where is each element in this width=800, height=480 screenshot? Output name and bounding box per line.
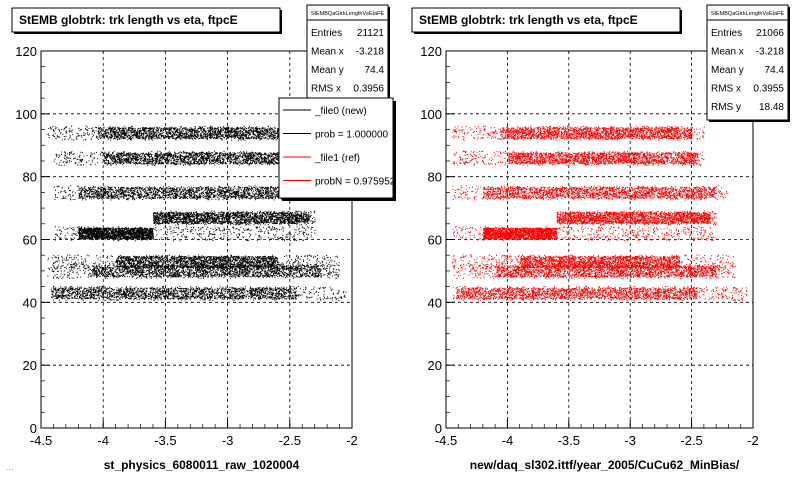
data-points [47,125,347,301]
y-tick-label: 20 [428,358,442,373]
footer-text: ... [6,463,14,472]
legend-label: _file0 (new) [314,106,367,117]
x-tick-label: -3.5 [558,433,580,448]
stats-label: Mean x [711,47,744,58]
y-tick-label: 20 [23,358,37,373]
x-axis-title: new/daq_sl302.ittf/year_2005/CuCu62_MinB… [470,458,740,472]
stats-label: RMS x [311,84,341,95]
x-tick-label: -3.5 [154,433,176,448]
x-tick-label: -2.5 [279,433,301,448]
stats-label: Mean y [311,65,344,76]
y-tick-label: 0 [435,421,442,436]
chart-title: StEMB globtrk: trk length vs eta, ftpcE [19,13,238,27]
stats-name: StEMBQaGtrkLengthVsEtaFE [711,11,785,17]
title-box [11,7,281,33]
title-box [411,7,681,33]
stats-label: RMS x [711,84,741,95]
chart-title: StEMB globtrk: trk length vs eta, ftpcE [419,13,638,27]
x-axis-title: st_physics_6080011_raw_1020004 [104,458,300,472]
pad-right: -4.5 -4 -3.5 -3 -2.5 -2 0 20 40 60 80 100 120 new/daq… [411,4,790,472]
stats-value: 18.48 [759,102,784,113]
y-tick-label: 60 [23,233,37,248]
stats-label: Mean y [711,65,744,76]
x-tick-label: -4 [97,433,109,448]
stats-value: 74.4 [765,65,785,76]
stats-label: Entries [311,28,342,39]
stats-name: StEMBQaGtrkLengthVsEtaFE [311,11,385,17]
pad-left: -4.5 -4 -3.5 -3 -2.5 -2 0 20 40 60 80 100 120 st_phys… [11,4,396,472]
stats-value: -3.218 [756,47,785,58]
stats-label: Mean x [311,47,344,58]
y-tick-label: 60 [428,233,442,248]
y-tick-label: 100 [420,107,442,122]
y-tick-label: 0 [30,421,37,436]
y-tick-label: 120 [420,44,442,59]
stats-value: 21066 [756,28,784,39]
x-tick-label: -2 [346,433,358,448]
stats-box [306,4,389,111]
x-tick-label: -3 [222,433,234,448]
y-tick-label: 80 [23,170,37,185]
stats-label: Entries [711,28,742,39]
y-tick-label: 120 [15,44,37,59]
x-tick-label: -2.5 [680,433,702,448]
legend-label: _file1 (ref) [314,153,360,164]
stats-box [706,4,789,121]
y-tick-label: 80 [428,170,442,185]
legend: _file0 (new) prob = 1.000000 _file1 (ref) p… [283,106,396,188]
x-tick-label: -2 [747,433,759,448]
x-tick-label: -4.5 [30,433,52,448]
stats-value: 0.3956 [353,84,384,95]
stats-value: 21121 [357,28,385,39]
data-points [452,125,748,301]
legend-box [278,97,394,199]
y-tick-label: 40 [428,295,442,310]
y-tick-label: 40 [23,295,37,310]
x-tick-label: -3 [624,433,636,448]
x-tick-label: -4.5 [435,433,457,448]
stats-value: 0.3955 [753,84,784,95]
stats-value: -3.218 [356,47,385,58]
legend-label: probN = 0.975952 [315,177,396,188]
stats-label: RMS y [711,102,741,113]
legend-label: prob = 1.000000 [315,130,389,141]
x-tick-label: -4 [502,433,514,448]
y-tick-label: 100 [15,107,37,122]
stats-value: 74.4 [365,65,385,76]
